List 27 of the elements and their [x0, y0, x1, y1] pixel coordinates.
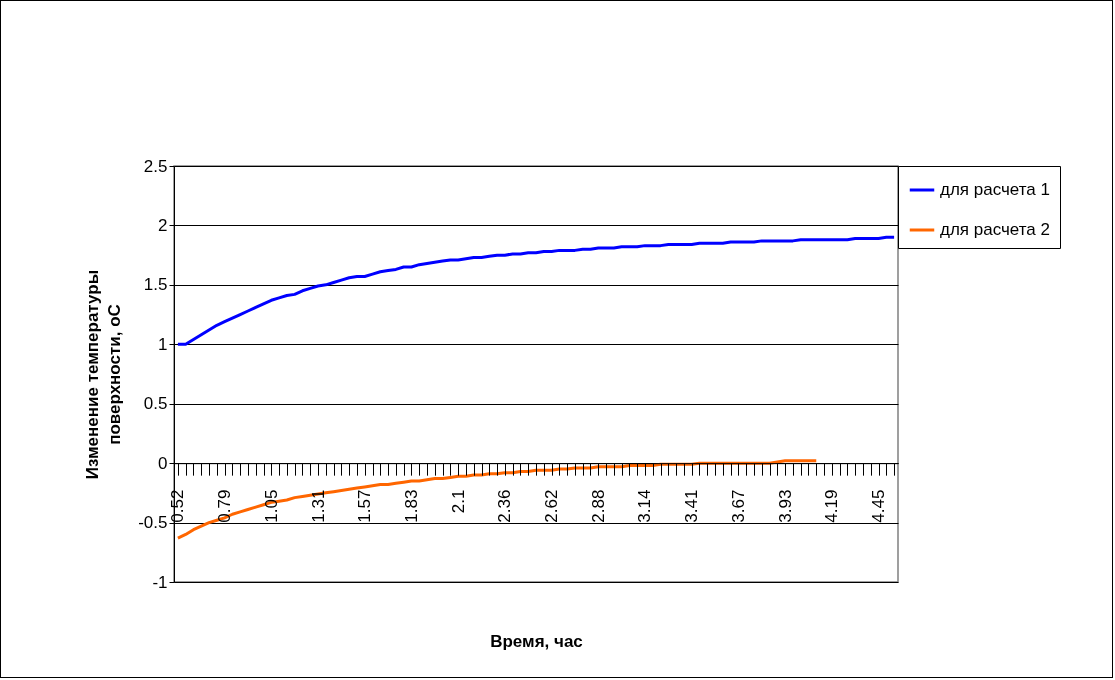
x-tick-label: 1.05 — [261, 489, 281, 523]
x-tick-label: 2.1 — [448, 489, 468, 514]
x-tick-label: 2.88 — [588, 489, 608, 523]
x-tick-label: 2.62 — [542, 489, 562, 523]
y-tick-label: 0.5 — [143, 394, 168, 414]
y-tick-label: -0.5 — [138, 513, 168, 533]
x-tick-label: 1.57 — [355, 489, 375, 523]
x-tick-label: 2.36 — [495, 489, 515, 523]
legend-label: для расчета 2 — [940, 220, 1050, 239]
x-axis-title: Время, час — [490, 631, 583, 651]
y-axis-title: Изменение температуры поверхности, оС — [83, 269, 125, 480]
x-tick-label: 1.83 — [401, 489, 421, 523]
x-tick-label: 3.14 — [635, 489, 655, 523]
x-tick-label: 4.45 — [869, 489, 889, 523]
x-tick-label: 0.79 — [215, 489, 235, 523]
y-tick-label: 0 — [158, 453, 168, 473]
y-tick-label: 1 — [158, 334, 168, 354]
x-tick-label: 4.19 — [822, 489, 842, 523]
x-tick-label: 1.31 — [308, 489, 328, 523]
x-tick-label: 3.41 — [682, 489, 702, 523]
y-tick-label: -1 — [152, 572, 168, 592]
y-tick-label: 2 — [158, 215, 168, 235]
x-tick-label: 3.93 — [775, 489, 795, 523]
x-tick-label: 3.67 — [728, 489, 748, 523]
y-tick-label: 2.5 — [143, 156, 168, 176]
y-tick-label: 1.5 — [143, 275, 168, 295]
legend-label: для расчета 1 — [940, 180, 1050, 199]
